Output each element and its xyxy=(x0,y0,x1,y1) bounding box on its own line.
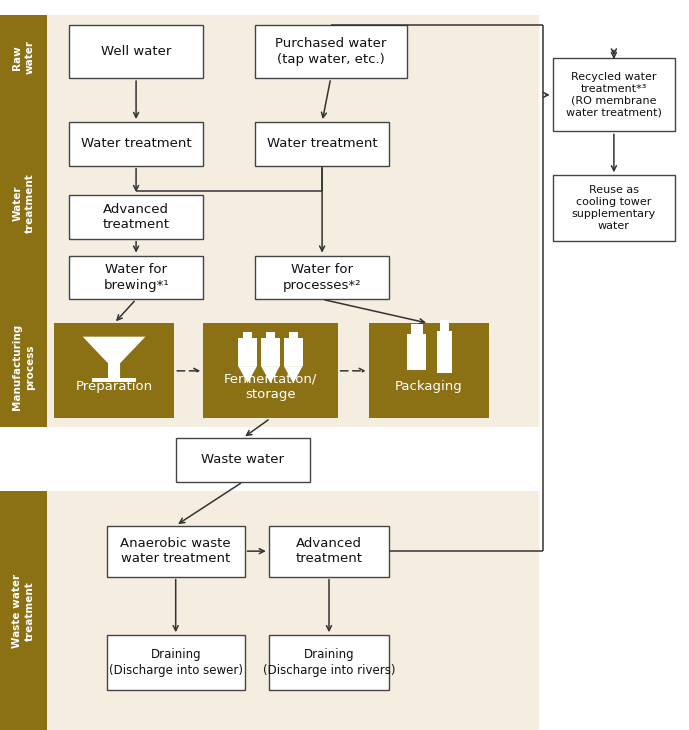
FancyBboxPatch shape xyxy=(289,332,298,337)
FancyBboxPatch shape xyxy=(553,175,675,241)
Text: Raw
water: Raw water xyxy=(12,40,34,74)
FancyBboxPatch shape xyxy=(69,195,203,239)
Text: Draining
(Discharge into rivers): Draining (Discharge into rivers) xyxy=(263,648,395,677)
FancyBboxPatch shape xyxy=(0,100,47,307)
Text: Water for
brewing*¹: Water for brewing*¹ xyxy=(103,263,169,292)
FancyBboxPatch shape xyxy=(54,323,174,418)
FancyBboxPatch shape xyxy=(92,378,136,383)
FancyBboxPatch shape xyxy=(407,334,426,370)
Polygon shape xyxy=(238,366,257,383)
Text: Well water: Well water xyxy=(101,45,172,58)
Text: Packaging: Packaging xyxy=(395,380,463,393)
FancyBboxPatch shape xyxy=(238,337,257,366)
FancyBboxPatch shape xyxy=(261,337,280,366)
Polygon shape xyxy=(261,366,280,383)
FancyBboxPatch shape xyxy=(0,491,47,730)
FancyBboxPatch shape xyxy=(107,635,245,690)
Text: Waste water: Waste water xyxy=(201,453,285,466)
FancyBboxPatch shape xyxy=(0,15,47,100)
Polygon shape xyxy=(284,366,302,383)
Text: Fermentation/
storage: Fermentation/ storage xyxy=(224,372,317,402)
Text: Water
treatment: Water treatment xyxy=(12,174,34,233)
FancyBboxPatch shape xyxy=(284,337,302,366)
FancyBboxPatch shape xyxy=(47,15,539,100)
Text: Water treatment: Water treatment xyxy=(267,137,378,150)
FancyBboxPatch shape xyxy=(47,100,539,307)
Text: Draining
(Discharge into sewer): Draining (Discharge into sewer) xyxy=(109,648,243,677)
FancyBboxPatch shape xyxy=(47,491,539,730)
Text: Recycled water
treatment*³
(RO membrane
water treatment): Recycled water treatment*³ (RO membrane … xyxy=(566,72,662,118)
FancyBboxPatch shape xyxy=(69,25,203,78)
FancyBboxPatch shape xyxy=(553,58,675,131)
Text: Water treatment: Water treatment xyxy=(81,137,192,150)
FancyBboxPatch shape xyxy=(0,307,47,427)
Text: Water for
processes*²: Water for processes*² xyxy=(283,263,361,292)
FancyBboxPatch shape xyxy=(47,307,539,427)
FancyBboxPatch shape xyxy=(440,320,449,331)
FancyBboxPatch shape xyxy=(411,324,423,334)
FancyBboxPatch shape xyxy=(176,438,310,482)
FancyBboxPatch shape xyxy=(438,331,452,373)
FancyBboxPatch shape xyxy=(269,635,389,690)
Text: Reuse as
cooling tower
supplementary
water: Reuse as cooling tower supplementary wat… xyxy=(572,185,656,231)
Text: Advanced
treatment: Advanced treatment xyxy=(296,537,362,566)
FancyBboxPatch shape xyxy=(203,323,338,418)
FancyBboxPatch shape xyxy=(255,122,389,166)
FancyBboxPatch shape xyxy=(107,526,245,577)
FancyBboxPatch shape xyxy=(369,323,489,418)
FancyBboxPatch shape xyxy=(243,332,252,337)
Text: Waste water
treatment: Waste water treatment xyxy=(12,574,34,648)
FancyBboxPatch shape xyxy=(255,25,407,78)
FancyBboxPatch shape xyxy=(69,122,203,166)
Text: Anaerobic waste
water treatment: Anaerobic waste water treatment xyxy=(121,537,231,566)
Text: Manufacturing
process: Manufacturing process xyxy=(12,323,34,410)
FancyBboxPatch shape xyxy=(269,526,389,577)
FancyBboxPatch shape xyxy=(69,255,203,299)
FancyBboxPatch shape xyxy=(255,255,389,299)
Polygon shape xyxy=(83,337,145,378)
Text: Advanced
treatment: Advanced treatment xyxy=(103,202,169,231)
Text: Purchased water
(tap water, etc.): Purchased water (tap water, etc.) xyxy=(275,37,387,66)
FancyBboxPatch shape xyxy=(266,332,275,337)
Text: Preparation: Preparation xyxy=(76,380,152,393)
